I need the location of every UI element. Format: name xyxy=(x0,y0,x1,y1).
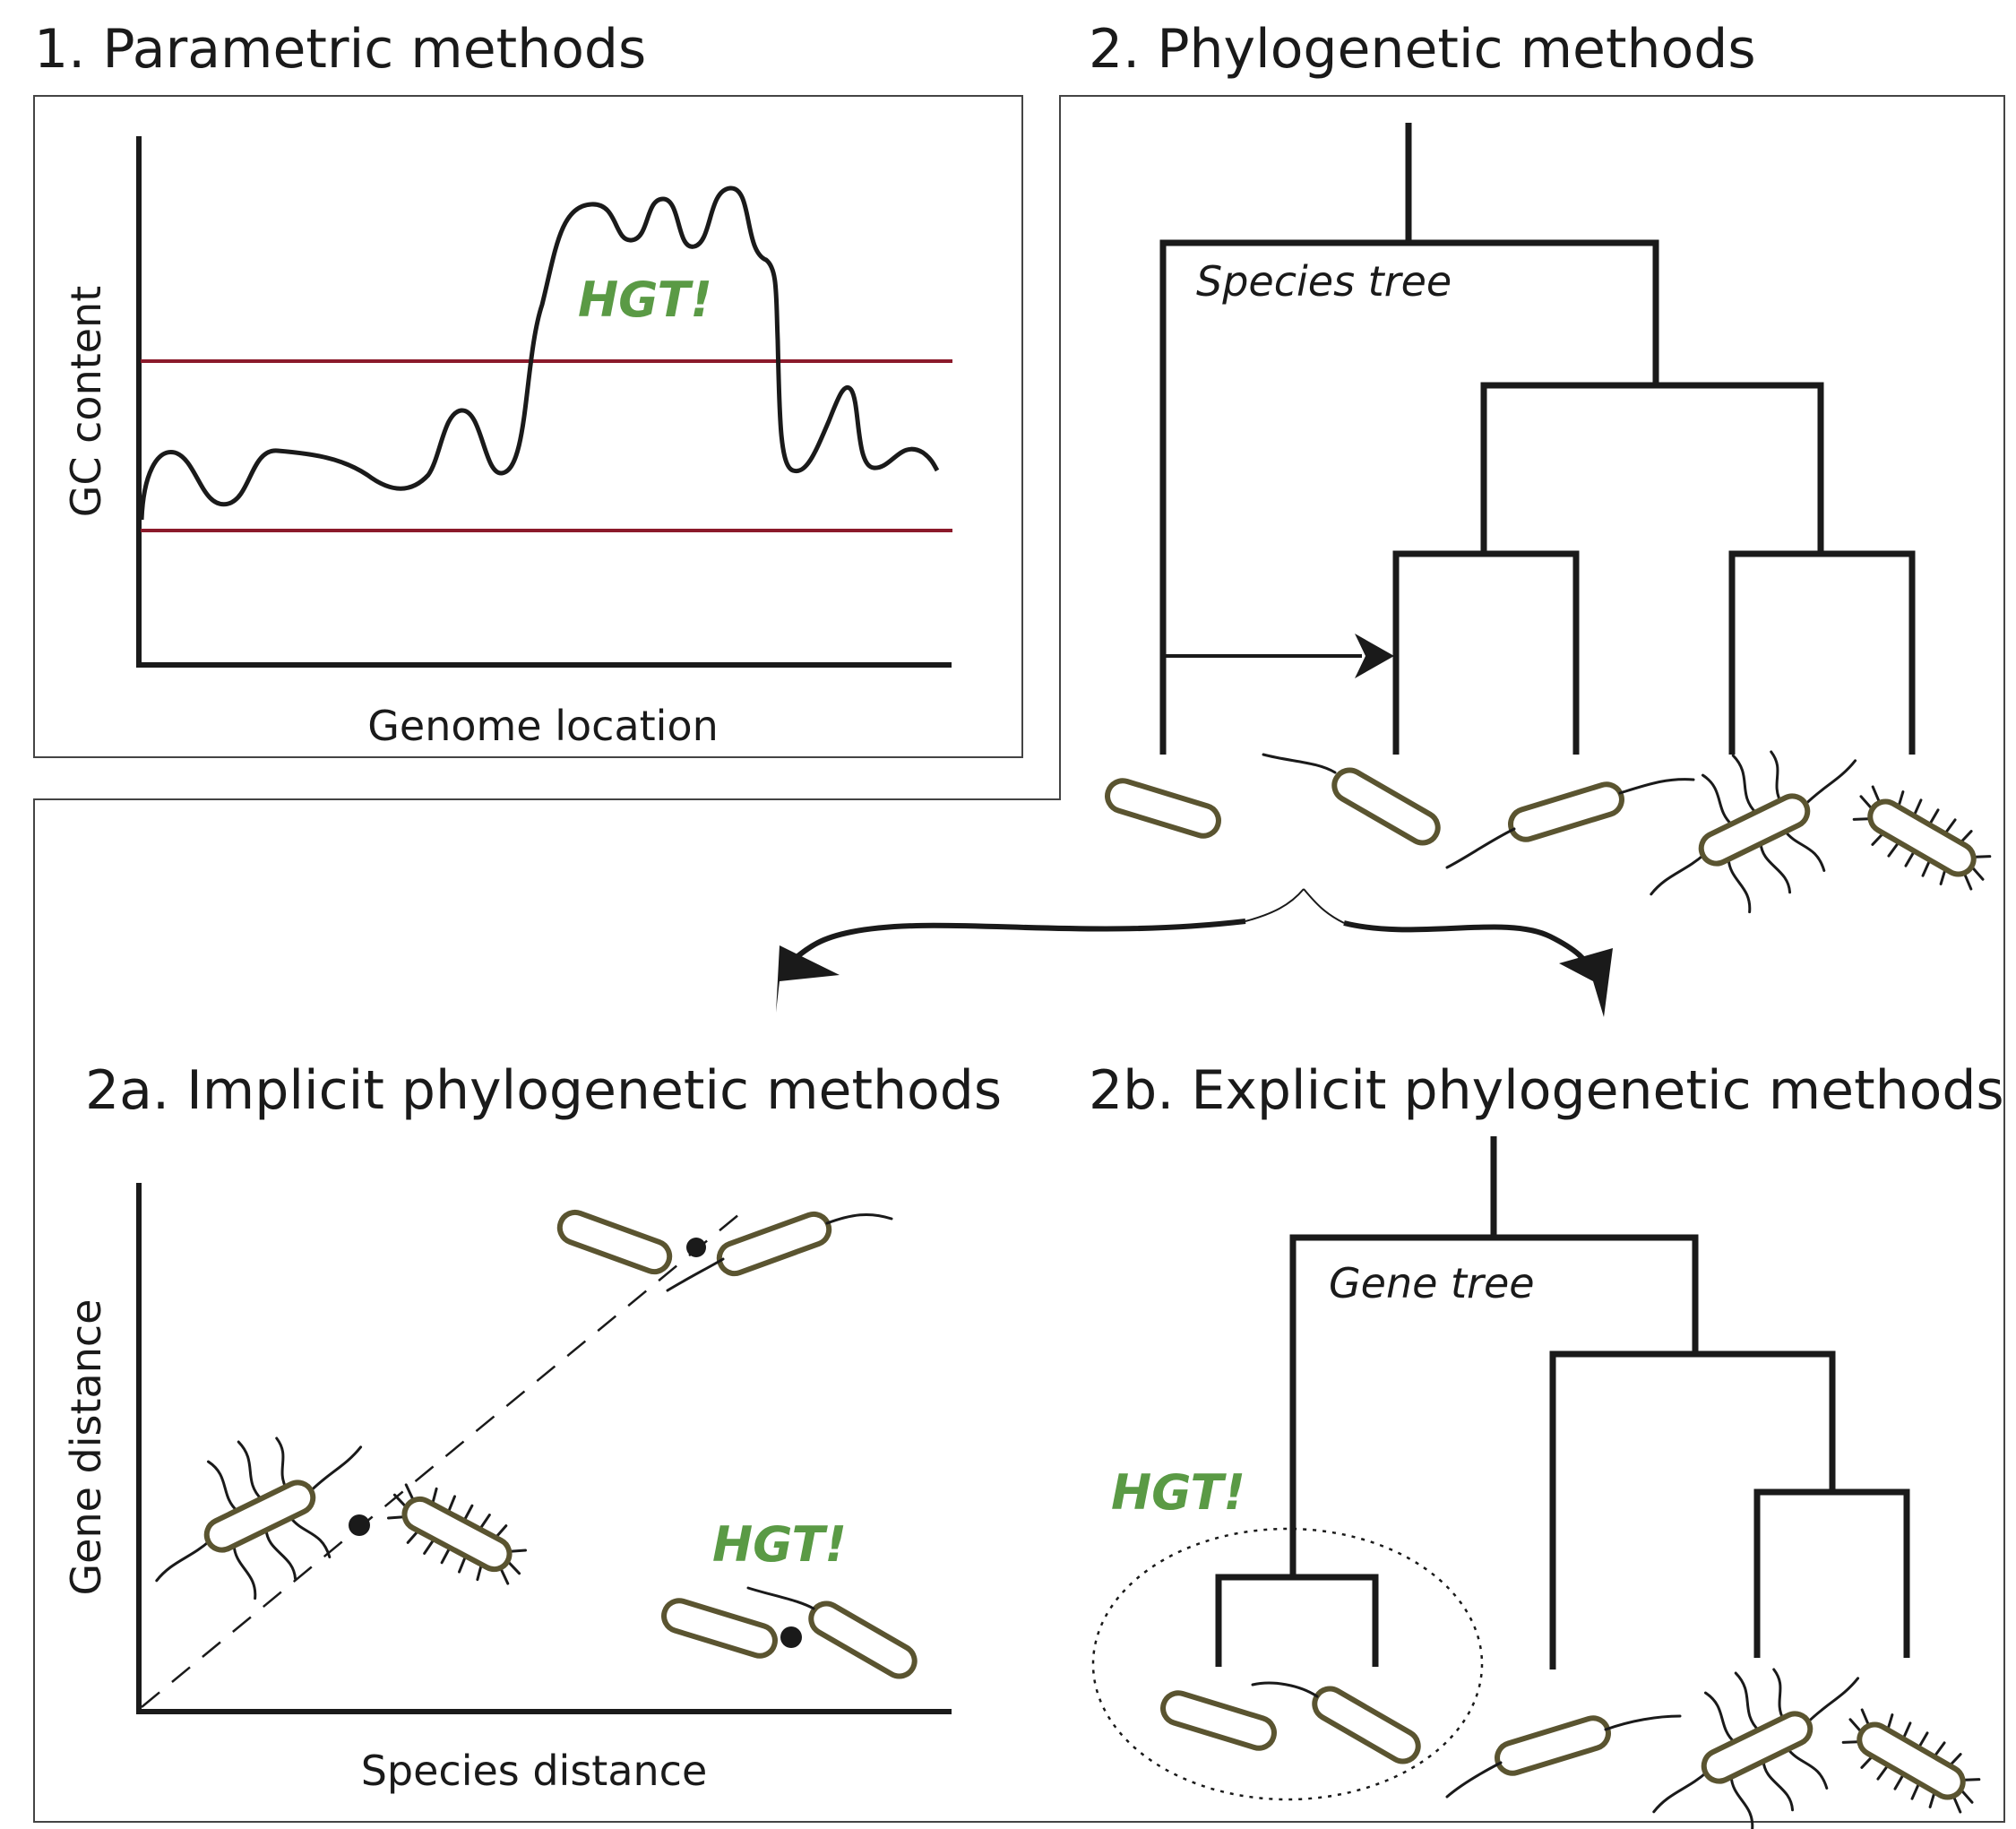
bacterium-gene-leaf-2 xyxy=(1309,1683,1424,1766)
bacterium-pair-top-a xyxy=(556,1208,674,1276)
bacterium-leaf-3 xyxy=(1507,781,1625,843)
flagellum xyxy=(825,1213,893,1225)
heading-implicit: 2a. Implicit phylogenetic methods xyxy=(85,1059,1002,1122)
panel2a-ylabel: Gene distance xyxy=(62,1299,110,1596)
hgt-highlight-ellipse xyxy=(1091,1527,1484,1801)
heading-explicit: 2b. Explicit phylogenetic methods xyxy=(1089,1059,2004,1122)
flagellum xyxy=(1445,1761,1503,1799)
panel1-ylabel: GC content xyxy=(62,286,110,518)
panel2b-hgt-annotation: HGT! xyxy=(1111,1464,1245,1521)
bacterium-leaf-5 xyxy=(1842,773,2002,902)
panel2-frame xyxy=(33,95,2005,1823)
left-branch-arrowhead xyxy=(776,945,840,1013)
panel1-hgt-annotation: HGT! xyxy=(578,272,712,328)
panel2a-axes xyxy=(136,1183,952,1714)
panel2a-xlabel: Species distance xyxy=(361,1747,708,1795)
bacterium-pair-mid-b xyxy=(377,1471,538,1598)
flagellum xyxy=(1604,1714,1682,1731)
panel1-chart: GC content Genome location HGT! xyxy=(62,136,952,750)
bacterium-gene-leaf-5 xyxy=(1831,1696,1991,1825)
bacterium-pair-hgt-a xyxy=(660,1597,779,1660)
species-tree-leaves xyxy=(1104,708,2002,947)
data-point-hgt xyxy=(780,1626,802,1648)
brace-tip xyxy=(1303,888,1345,924)
bacterium-gene-leaf-1 xyxy=(1159,1689,1278,1752)
bacterium-pair-hgt-b xyxy=(806,1598,920,1681)
flagellum xyxy=(1251,1681,1319,1698)
gene-tree-label: Gene tree xyxy=(1329,1259,1535,1307)
branch-arrows xyxy=(776,888,1613,1017)
flagellum xyxy=(1262,753,1337,774)
bacterium-leaf-1 xyxy=(1104,777,1222,840)
left-branch-arrow xyxy=(787,919,1246,966)
species-tree-label: Species tree xyxy=(1196,257,1452,306)
data-point-top xyxy=(686,1238,706,1257)
flagellum xyxy=(666,1257,725,1292)
right-branch-arrowhead xyxy=(1559,948,1613,1017)
transfer-arrowhead xyxy=(1355,634,1394,678)
expected-distance-line xyxy=(141,1213,740,1708)
flagellum xyxy=(1618,778,1695,795)
bacterium-leaf-4 xyxy=(1612,708,1894,947)
heading-parametric: 1. Parametric methods xyxy=(34,18,646,81)
panel1-axes xyxy=(136,136,952,668)
species-tree: Species tree xyxy=(1159,123,1916,755)
panel2a-chart: Gene distance Species distance HGT! xyxy=(62,1183,952,1795)
heading-phylogenetic: 2. Phylogenetic methods xyxy=(1089,18,1756,81)
panel2a-hgt-annotation: HGT! xyxy=(712,1516,847,1573)
panel1-xlabel: Genome location xyxy=(367,702,719,750)
bacterium-leaf-2 xyxy=(1329,764,1443,848)
data-point-mid xyxy=(349,1514,370,1536)
bacterium-pair-mid-a xyxy=(117,1394,400,1634)
gene-tree: Gene tree HGT! xyxy=(1091,1136,1910,1801)
brace-tip xyxy=(1245,888,1305,922)
flagellum xyxy=(746,1586,815,1610)
gene-tree-leaves xyxy=(1159,1626,1991,1829)
bacterium-gene-leaf-3 xyxy=(1494,1714,1612,1777)
flagellum xyxy=(1445,827,1516,869)
gc-content-curve xyxy=(139,185,940,521)
right-branch-arrow xyxy=(1343,920,1598,979)
panel1-frame xyxy=(33,95,1023,758)
